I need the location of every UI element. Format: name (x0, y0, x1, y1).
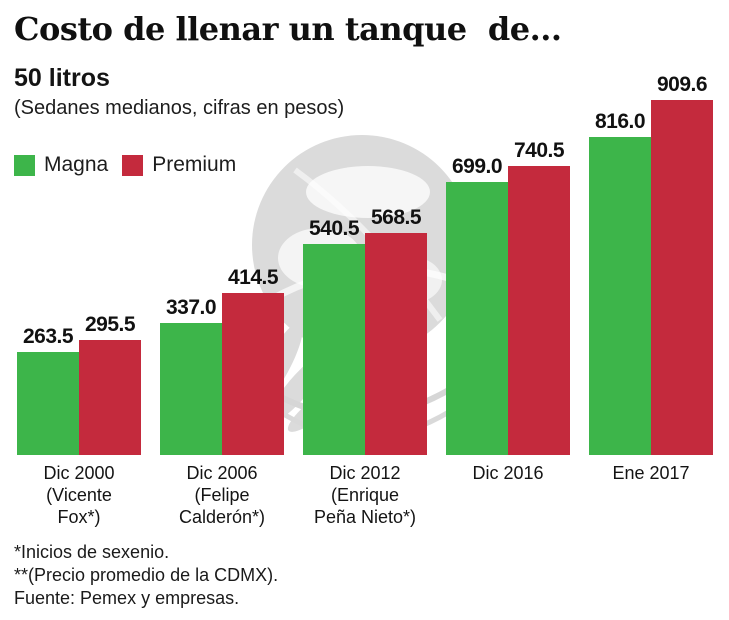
bar-magna-4 (589, 137, 651, 455)
bar-value-label-magna-0: 263.5 (22, 325, 74, 348)
category-label-2: Dic 2012 (Enrique Peña Nieto*) (285, 462, 445, 528)
bar-magna-3 (446, 182, 508, 455)
tank-size-subtitle: 50 litros (14, 64, 110, 92)
category-label-line: Dic 2012 (329, 463, 401, 483)
legend-label-magna: Magna (44, 153, 109, 176)
bar-value-label-premium-2: 568.5 (370, 206, 422, 229)
units-note: (Sedanes medianos, cifras en pesos) (14, 97, 345, 119)
premium-swatch-icon (122, 154, 144, 176)
category-label-line: (Vicente (46, 485, 112, 505)
bar-magna-1 (160, 323, 222, 455)
bar-value-label-premium-1: 414.5 (227, 266, 279, 289)
category-label-4: Ene 2017 (571, 462, 729, 484)
bar-value-label-magna-1: 337.0 (165, 296, 217, 319)
bar-value-label-premium-0: 295.5 (84, 313, 136, 336)
legend-item-premium: Premium (122, 153, 236, 177)
footnote-sexenio: *Inicios de sexenio. (14, 542, 170, 562)
legend-label-premium: Premium (152, 153, 237, 176)
category-label-line: Peña Nieto*) (313, 507, 417, 527)
magna-swatch-icon (14, 154, 35, 176)
bar-premium-3 (508, 166, 570, 455)
bar-premium-2 (365, 233, 427, 455)
bar-magna-0 (17, 352, 79, 455)
footnote-cdmx: **(Precio promedio de la CDMX). (14, 565, 279, 585)
bar-value-label-premium-3: 740.5 (513, 139, 565, 162)
footnotes: *Inicios de sexenio. **(Precio promedio … (14, 541, 278, 610)
category-label-line: Fox*) (57, 507, 101, 527)
category-label-3: Dic 2016 (428, 462, 588, 484)
bar-premium-0 (79, 340, 141, 455)
bar-value-label-magna-3: 699.0 (451, 155, 503, 178)
category-label-line: Calderón*) (178, 507, 266, 527)
category-label-line: Dic 2016 (472, 463, 544, 483)
category-label-line: (Felipe (194, 485, 250, 505)
legend-item-magna: Magna (14, 153, 108, 177)
source-note: Fuente: Pemex y empresas. (14, 588, 240, 608)
bar-magna-2 (303, 244, 365, 455)
bar-value-label-magna-4: 816.0 (594, 110, 646, 133)
category-label-line: Dic 2006 (186, 463, 258, 483)
category-label-0: Dic 2000 (Vicente Fox*) (0, 462, 159, 528)
page-title: Costo de llenar un tanque de... (14, 10, 562, 48)
bar-premium-4 (651, 100, 713, 455)
category-label-line: Dic 2000 (43, 463, 115, 483)
bar-value-label-premium-4: 909.6 (656, 73, 708, 96)
chart-legend: Magna Premium (14, 153, 236, 177)
category-label-line: Ene 2017 (612, 463, 690, 483)
category-label-1: Dic 2006 (Felipe Calderón*) (142, 462, 302, 528)
bar-value-label-magna-2: 540.5 (308, 217, 360, 240)
category-label-line: (Enrique (330, 485, 400, 505)
bar-premium-1 (222, 293, 284, 455)
bar-chart: 263.5 337.0 540.5 699.0 816.0 295.5 414.5 568.5… (0, 73, 729, 455)
